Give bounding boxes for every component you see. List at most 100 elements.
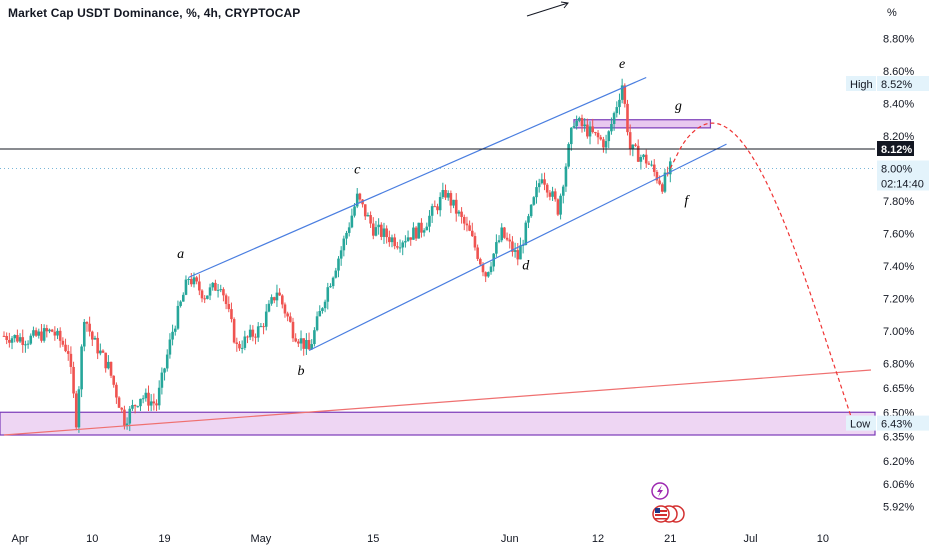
candle-body	[318, 311, 322, 317]
candle-body	[457, 211, 461, 214]
rising-trendline[interactable]	[3, 369, 872, 436]
candle	[561, 184, 565, 204]
lightning-icon[interactable]	[651, 482, 669, 500]
candle-body	[99, 350, 102, 354]
candle-body	[235, 342, 239, 344]
candle	[34, 327, 38, 337]
candle	[618, 93, 621, 115]
forecast-path[interactable]	[669, 122, 856, 429]
candle-body	[259, 326, 263, 328]
candle	[307, 332, 311, 350]
low-tag[interactable]: Low 6.43%	[846, 415, 929, 431]
candle-body	[358, 193, 362, 200]
candle	[452, 199, 455, 209]
candle	[77, 386, 81, 433]
candle-body	[532, 197, 536, 205]
candle	[465, 216, 469, 232]
candle	[80, 344, 83, 398]
candle	[302, 338, 306, 356]
candle	[280, 294, 284, 309]
candle	[669, 157, 672, 183]
candle-body	[642, 154, 645, 158]
candle-body	[345, 232, 348, 239]
candle-body	[529, 204, 533, 217]
candle-body	[254, 336, 257, 338]
candle	[66, 344, 70, 361]
candle	[321, 307, 324, 314]
candle-body	[216, 289, 220, 291]
candle-body	[238, 343, 241, 349]
candle	[634, 143, 637, 147]
candle	[642, 153, 645, 160]
candle-body	[553, 191, 557, 200]
candle-body	[270, 297, 273, 304]
candle	[45, 324, 49, 338]
candle-body	[157, 387, 161, 406]
channel-lower-line[interactable]	[308, 143, 727, 352]
candle	[388, 230, 391, 247]
candle	[521, 239, 525, 254]
candle	[390, 234, 394, 248]
y-tick-label: 8.20%	[883, 131, 914, 143]
support-zone[interactable]	[0, 411, 876, 436]
candle	[380, 222, 383, 241]
candle-body	[540, 179, 544, 184]
candle-body	[297, 341, 300, 344]
candle-body	[527, 216, 530, 223]
y-tick-label: 7.40%	[883, 261, 914, 273]
wave-label-b: b	[298, 364, 305, 379]
candle	[363, 204, 367, 221]
candle	[428, 210, 431, 233]
candle	[644, 149, 648, 168]
candle-body	[339, 250, 343, 259]
last-price-tag[interactable]: 8.00% 02:14:40	[877, 160, 929, 191]
candle-body	[200, 290, 204, 299]
candle-body	[583, 124, 586, 127]
candle	[449, 190, 453, 214]
candle	[168, 333, 172, 359]
candle-body	[74, 393, 78, 428]
high-tag[interactable]: High 8.52%	[846, 76, 929, 91]
candle	[82, 319, 86, 352]
candle-body	[567, 144, 570, 167]
candle-body	[181, 294, 185, 302]
candle	[540, 173, 544, 185]
candle	[492, 253, 495, 272]
candle-body	[516, 250, 520, 260]
candle	[358, 192, 362, 204]
candle	[305, 333, 308, 355]
candle-body	[380, 224, 383, 237]
current-price-tag[interactable]: 8.12%	[877, 141, 914, 156]
candle-body	[323, 301, 327, 309]
candle	[147, 385, 150, 411]
candle	[553, 188, 557, 202]
candle-body	[206, 295, 209, 299]
candle	[160, 367, 164, 395]
candle	[246, 335, 249, 344]
candle-body	[650, 164, 653, 166]
candle-body	[569, 127, 573, 145]
wave-label-d: d	[522, 258, 530, 273]
last-price-tag-value: 8.00%	[881, 164, 912, 176]
candle	[40, 323, 43, 343]
candle-body	[219, 289, 223, 291]
candle	[251, 325, 255, 342]
candle	[369, 211, 372, 228]
candle-body	[631, 144, 635, 150]
candle	[176, 300, 180, 330]
candle	[117, 396, 121, 408]
x-tick-label: 10	[817, 533, 829, 545]
candle-body	[473, 236, 477, 248]
candle	[663, 169, 667, 194]
us-flag-icon[interactable]	[652, 505, 685, 523]
resistance-zone[interactable]	[573, 119, 712, 129]
candle-body	[425, 226, 429, 231]
candle-body	[173, 328, 177, 332]
channel-upper-line[interactable]	[188, 76, 647, 278]
candle-body	[610, 124, 613, 132]
candle-body	[623, 85, 627, 104]
candle-body	[192, 277, 196, 285]
candle-body	[313, 330, 316, 345]
candle-body	[18, 337, 22, 342]
